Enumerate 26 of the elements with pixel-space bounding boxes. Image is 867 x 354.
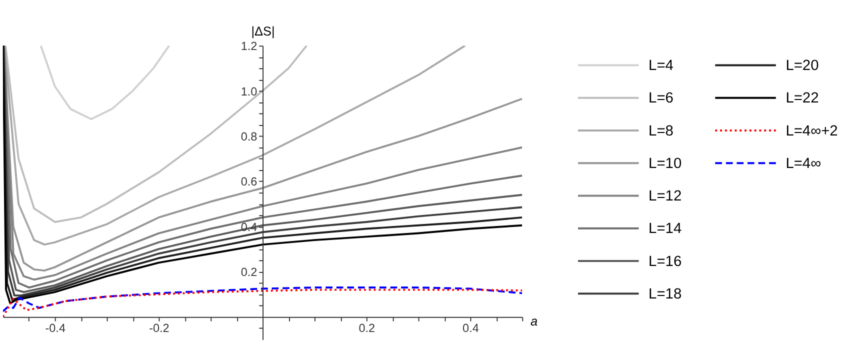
x-tick-label: -0.2	[149, 322, 170, 336]
line-series	[2, 288, 522, 318]
y-tick-label: 0.2	[240, 266, 258, 280]
legend-label: L=12	[648, 188, 682, 205]
line-series	[2, 286, 522, 312]
y-tick-label: 1.0	[240, 85, 258, 98]
legend-label: L=20	[786, 58, 819, 74]
legend-label: L=6	[648, 90, 674, 107]
y-axis-title: |ΔS|	[251, 23, 275, 38]
x-tick-label: 0.4	[462, 322, 480, 336]
legend-label: L=4	[648, 58, 674, 74]
legend-label: L=8	[648, 123, 674, 140]
legend-label: L=22	[786, 90, 819, 107]
legend-label: L=4∞+2	[786, 123, 838, 140]
x-tick-label: 0.2	[358, 322, 376, 336]
y-tick-label: 0.6	[240, 176, 258, 189]
y-tick-label: 0.8	[240, 130, 258, 144]
legend-label: L=14	[648, 221, 682, 238]
x-axis-title: a	[530, 313, 538, 328]
legend-label: L=4∞	[786, 156, 822, 172]
legend-label: L=16	[648, 254, 682, 270]
legend-label: L=10	[648, 156, 682, 172]
line-series	[40, 46, 170, 120]
y-tick-label: 1.2	[240, 40, 258, 54]
legend-label: L=18	[648, 286, 682, 302]
x-tick-label: -0.4	[45, 322, 66, 336]
